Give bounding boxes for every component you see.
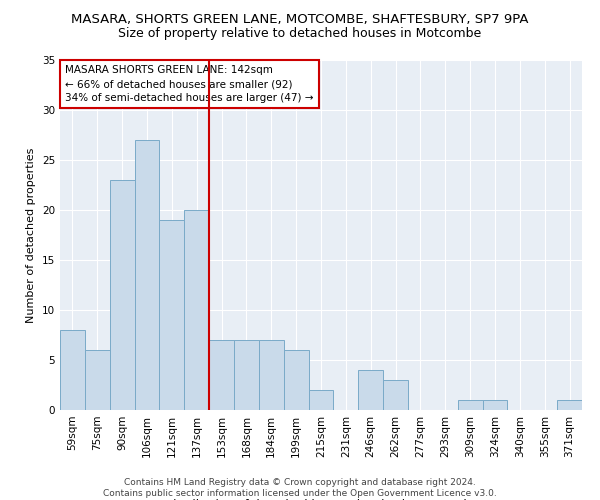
Bar <box>110 180 134 410</box>
Bar <box>259 340 284 410</box>
Bar <box>209 340 234 410</box>
Text: Size of property relative to detached houses in Motcombe: Size of property relative to detached ho… <box>118 28 482 40</box>
X-axis label: Distribution of detached houses by size in Motcombe: Distribution of detached houses by size … <box>164 498 478 500</box>
Bar <box>458 400 482 410</box>
Bar <box>557 400 582 410</box>
Bar <box>60 330 85 410</box>
Bar <box>85 350 110 410</box>
Bar <box>234 340 259 410</box>
Text: Contains HM Land Registry data © Crown copyright and database right 2024.
Contai: Contains HM Land Registry data © Crown c… <box>103 478 497 498</box>
Y-axis label: Number of detached properties: Number of detached properties <box>26 148 37 322</box>
Bar <box>308 390 334 410</box>
Text: MASARA SHORTS GREEN LANE: 142sqm
← 66% of detached houses are smaller (92)
34% o: MASARA SHORTS GREEN LANE: 142sqm ← 66% o… <box>65 66 314 104</box>
Bar <box>184 210 209 410</box>
Bar <box>358 370 383 410</box>
Bar <box>482 400 508 410</box>
Bar <box>134 140 160 410</box>
Text: MASARA, SHORTS GREEN LANE, MOTCOMBE, SHAFTESBURY, SP7 9PA: MASARA, SHORTS GREEN LANE, MOTCOMBE, SHA… <box>71 12 529 26</box>
Bar <box>160 220 184 410</box>
Bar <box>383 380 408 410</box>
Bar <box>284 350 308 410</box>
